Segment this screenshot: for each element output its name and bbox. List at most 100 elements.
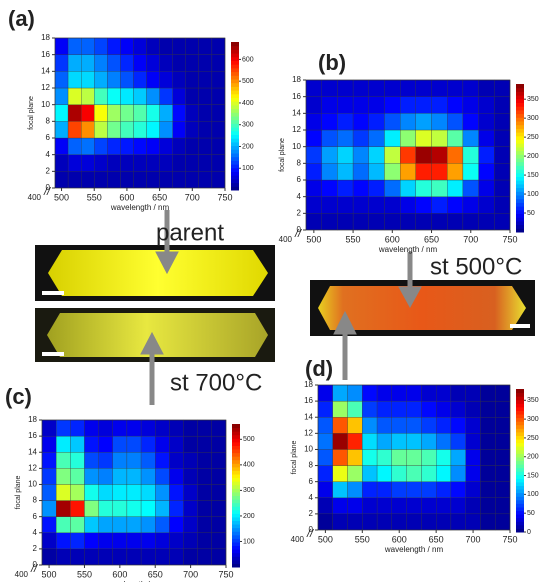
heatmap-cell — [400, 213, 416, 231]
heatmap-cell — [211, 452, 227, 469]
colorbar-tick-label: 300 — [243, 487, 255, 494]
heatmap-cell — [146, 121, 160, 139]
colorbar-segment — [231, 141, 239, 147]
heatmap-cell — [84, 516, 99, 533]
heatmap-cell — [317, 481, 333, 498]
colorbar-segment — [232, 559, 240, 564]
colorbar-segment — [516, 481, 524, 487]
y-tick-label: 16 — [41, 50, 50, 59]
heatmap-cell — [480, 384, 496, 402]
heatmap-cell — [421, 481, 437, 498]
heatmap-cell — [431, 163, 448, 181]
x-tick-label: 500 — [306, 234, 321, 244]
colorbar-tick-label: 150 — [527, 172, 539, 179]
heatmap-cell — [406, 417, 422, 434]
heatmap-cell — [421, 417, 437, 434]
heatmap-cell — [347, 497, 363, 515]
heatmap-cell — [211, 154, 226, 172]
heatmap-cell — [305, 129, 322, 147]
heatmap-cell — [146, 87, 160, 105]
heatmap-cell — [155, 548, 170, 566]
colorbar-segment — [231, 71, 239, 76]
heatmap-cell — [197, 435, 212, 453]
y-tick-label: 6 — [46, 133, 51, 142]
crystal — [318, 286, 526, 330]
heatmap-cell — [415, 146, 432, 164]
heatmap-cell — [107, 104, 121, 122]
heatmap-cell — [447, 79, 464, 97]
scale-bar — [42, 352, 64, 356]
colorbar-segment — [516, 456, 524, 461]
heatmap-cell — [84, 435, 99, 453]
axis-break: // — [294, 228, 302, 240]
heatmap-cell — [70, 468, 85, 485]
heatmap-cell — [321, 163, 338, 181]
heatmap-cell — [98, 548, 113, 566]
colorbar-segment — [516, 485, 524, 490]
colorbar-segment — [231, 130, 239, 135]
colorbar-tick-label: 200 — [242, 143, 254, 150]
y-tick-label: 10 — [41, 100, 50, 109]
colorbar-segment — [232, 524, 240, 529]
colorbar-segment — [231, 178, 239, 184]
colorbar-segment — [231, 127, 239, 132]
heatmap-cell — [436, 433, 452, 450]
y-axis-label: focal plane — [279, 138, 286, 172]
colorbar-segment — [516, 528, 524, 533]
heatmap-cell — [112, 435, 128, 453]
colorbar-segment — [516, 213, 524, 218]
heatmap-cell — [462, 213, 479, 231]
x-tick-label: 600 — [392, 534, 407, 544]
colorbar-segment — [516, 392, 524, 397]
crystal — [48, 250, 268, 296]
colorbar-segment — [516, 435, 524, 440]
heatmap-cell — [54, 71, 69, 89]
heatmap-cell — [155, 516, 170, 533]
y-tick-label: 10 — [28, 480, 37, 489]
colorbar-segment — [232, 481, 240, 486]
x-tick-label: 700 — [183, 569, 198, 579]
heatmap-cell — [56, 532, 71, 550]
heatmap-cell — [347, 449, 363, 466]
colorbar-segment — [232, 509, 240, 514]
colorbar-tick-label: 100 — [527, 491, 539, 498]
colorbar-segment — [231, 182, 239, 187]
heatmap-cell — [159, 87, 173, 105]
heatmap-cell — [384, 113, 401, 131]
colorbar-tick-label: 100 — [243, 538, 255, 545]
x-tick-label: 750 — [502, 234, 517, 244]
x-tick-label: 550 — [355, 534, 370, 544]
heatmap-cell — [495, 384, 511, 402]
colorbar-segment — [231, 112, 239, 117]
colorbar-segment — [232, 499, 240, 504]
colorbar-segment — [231, 138, 239, 143]
y-tick-label: 4 — [33, 528, 38, 537]
heatmap-cell — [305, 196, 322, 214]
colorbar-segment — [232, 449, 240, 454]
micrograph-label: parent — [156, 219, 224, 246]
y-tick-label: 8 — [297, 158, 302, 167]
y-tick-label: 10 — [292, 142, 301, 151]
heatmap-cell — [462, 113, 479, 131]
heatmap-cell — [305, 179, 322, 197]
x-tick-label: 500 — [54, 192, 69, 202]
colorbar-tick-label: 200 — [243, 513, 255, 520]
heatmap-cell — [94, 171, 108, 189]
heatmap-cell — [140, 484, 156, 501]
x-tick-label: 700 — [463, 234, 478, 244]
heatmap-cell — [159, 71, 173, 89]
colorbar-segment — [231, 153, 239, 158]
colorbar-segment — [516, 217, 524, 222]
heatmap-cell — [67, 71, 82, 89]
heatmap-cell — [185, 71, 199, 89]
heatmap-cell — [112, 516, 128, 533]
colorbar-tick-label: 500 — [243, 436, 255, 443]
heatmap-cell — [391, 449, 407, 466]
heatmap-cell — [368, 96, 385, 114]
heatmap-cell — [159, 171, 173, 189]
colorbar-segment — [516, 158, 524, 163]
heatmap-cell — [169, 468, 184, 485]
panel-label: (c) — [5, 384, 32, 409]
colorbar-segment — [516, 113, 524, 118]
heatmap-cell — [347, 417, 363, 434]
